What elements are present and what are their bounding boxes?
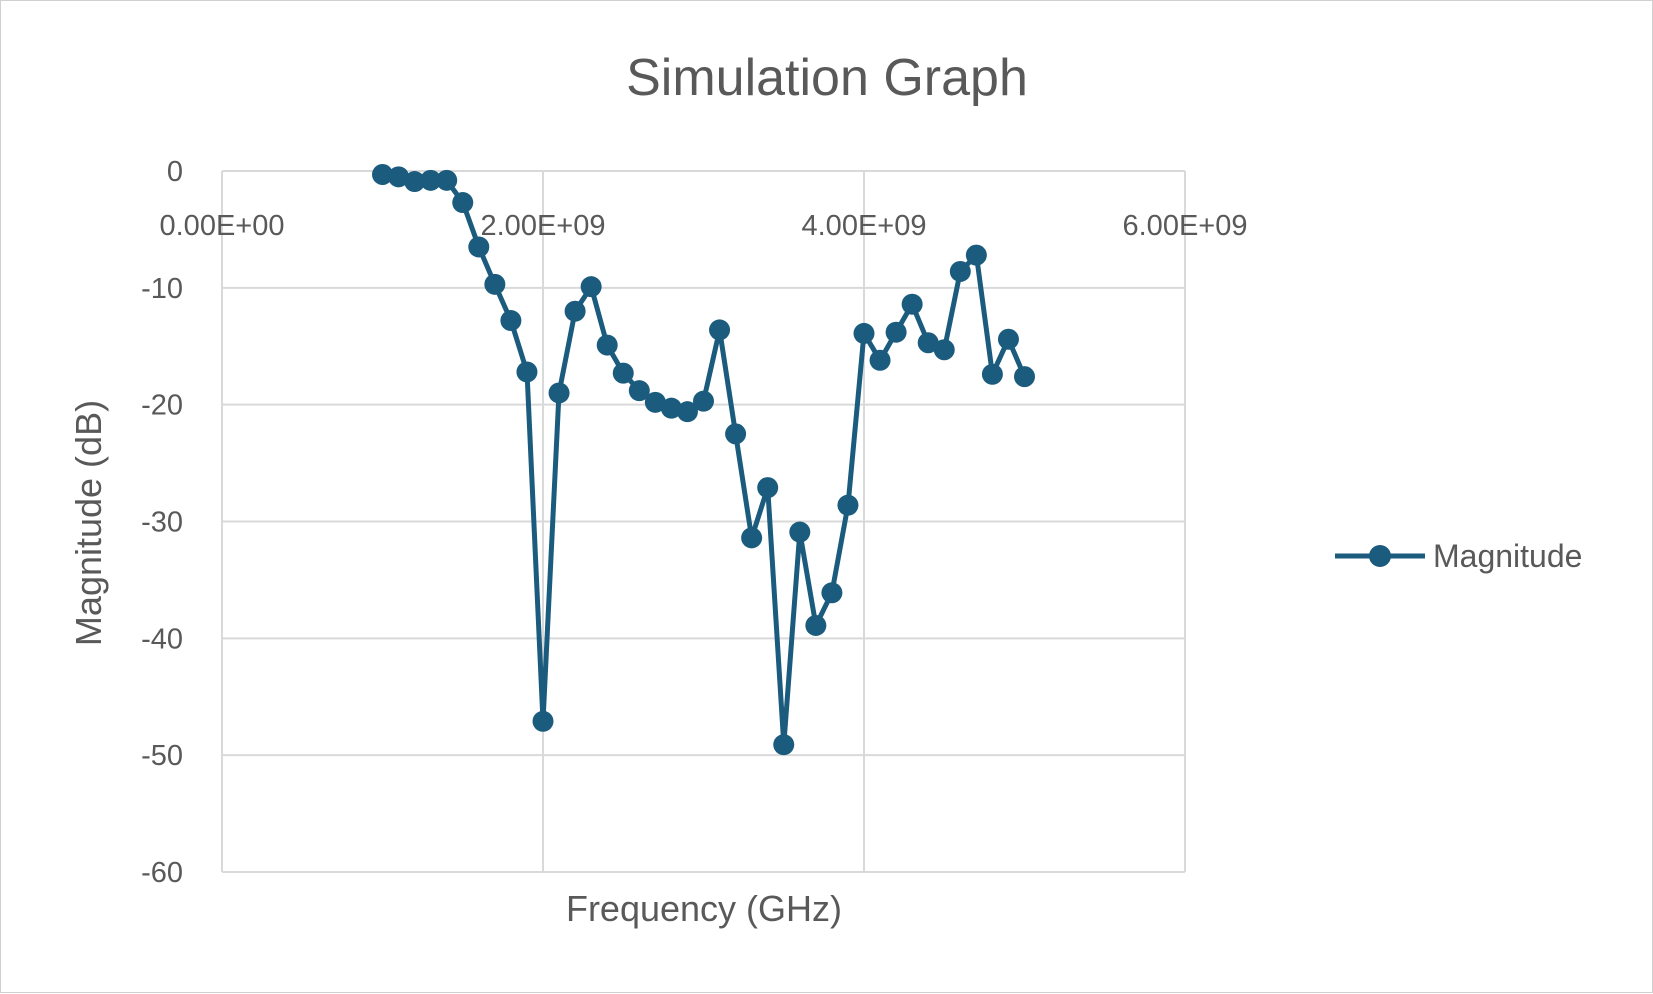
data-point	[725, 423, 747, 445]
data-point	[885, 321, 907, 343]
data-point	[741, 527, 763, 549]
x-tick-label: 2.00E+09	[481, 210, 606, 242]
y-tick-label: -40	[141, 623, 183, 655]
y-tick-labels: 0 -10 -20 -30 -40 -50 -60	[141, 156, 183, 889]
data-point	[1014, 366, 1035, 388]
data-point	[821, 582, 843, 604]
x-tick-label: 0.00E+00	[160, 210, 285, 242]
y-axis-title: Magnitude (dB)	[68, 400, 109, 646]
data-point	[580, 276, 602, 298]
data-point	[773, 734, 795, 756]
data-point	[757, 477, 779, 499]
legend-label-magnitude: Magnitude	[1433, 538, 1582, 574]
y-tick-label: 0	[167, 156, 183, 188]
gridlines	[221, 170, 1186, 873]
data-point	[500, 310, 522, 332]
y-tick-label: -30	[141, 507, 183, 539]
data-point	[837, 494, 859, 516]
data-point	[981, 363, 1003, 385]
chart-title: Simulation Graph	[626, 49, 1028, 107]
data-point	[532, 710, 554, 732]
data-point	[596, 334, 618, 356]
y-tick-label: -50	[141, 740, 183, 772]
data-point	[644, 391, 666, 413]
data-point	[612, 362, 634, 384]
series-magnitude	[372, 164, 1035, 756]
y-tick-label: -10	[141, 273, 183, 305]
data-point	[709, 319, 731, 341]
series-line	[382, 172, 1027, 748]
data-point	[805, 614, 827, 636]
data-point	[997, 328, 1019, 350]
legend: Magnitude	[1335, 538, 1582, 574]
data-point	[660, 397, 682, 419]
data-point	[917, 332, 939, 354]
data-point	[372, 164, 393, 186]
data-point	[965, 244, 987, 266]
data-point	[789, 521, 811, 543]
y-tick-label: -20	[141, 390, 183, 422]
y-tick-label: -60	[141, 857, 183, 889]
data-point	[516, 361, 538, 383]
x-tick-label: 4.00E+09	[802, 210, 927, 242]
data-point	[901, 293, 923, 315]
data-point	[853, 322, 875, 344]
legend-point-marker	[1369, 545, 1391, 567]
data-point	[676, 401, 698, 423]
data-point	[436, 169, 458, 191]
data-point	[452, 192, 474, 214]
data-point	[404, 171, 426, 193]
data-point	[420, 169, 442, 191]
x-axis-title: Frequency (GHz)	[566, 888, 842, 929]
x-tick-labels: 0.00E+00 2.00E+09 4.00E+09 6.00E+09	[160, 210, 1248, 242]
x-tick-label: 6.00E+09	[1123, 210, 1248, 242]
data-point	[933, 339, 955, 361]
data-point	[693, 390, 714, 412]
data-point	[949, 260, 971, 282]
data-point	[468, 236, 490, 258]
data-point	[548, 382, 570, 404]
data-point	[628, 380, 650, 402]
data-point	[484, 273, 506, 295]
data-point	[388, 166, 410, 188]
data-point	[869, 349, 891, 371]
data-point	[564, 300, 586, 322]
